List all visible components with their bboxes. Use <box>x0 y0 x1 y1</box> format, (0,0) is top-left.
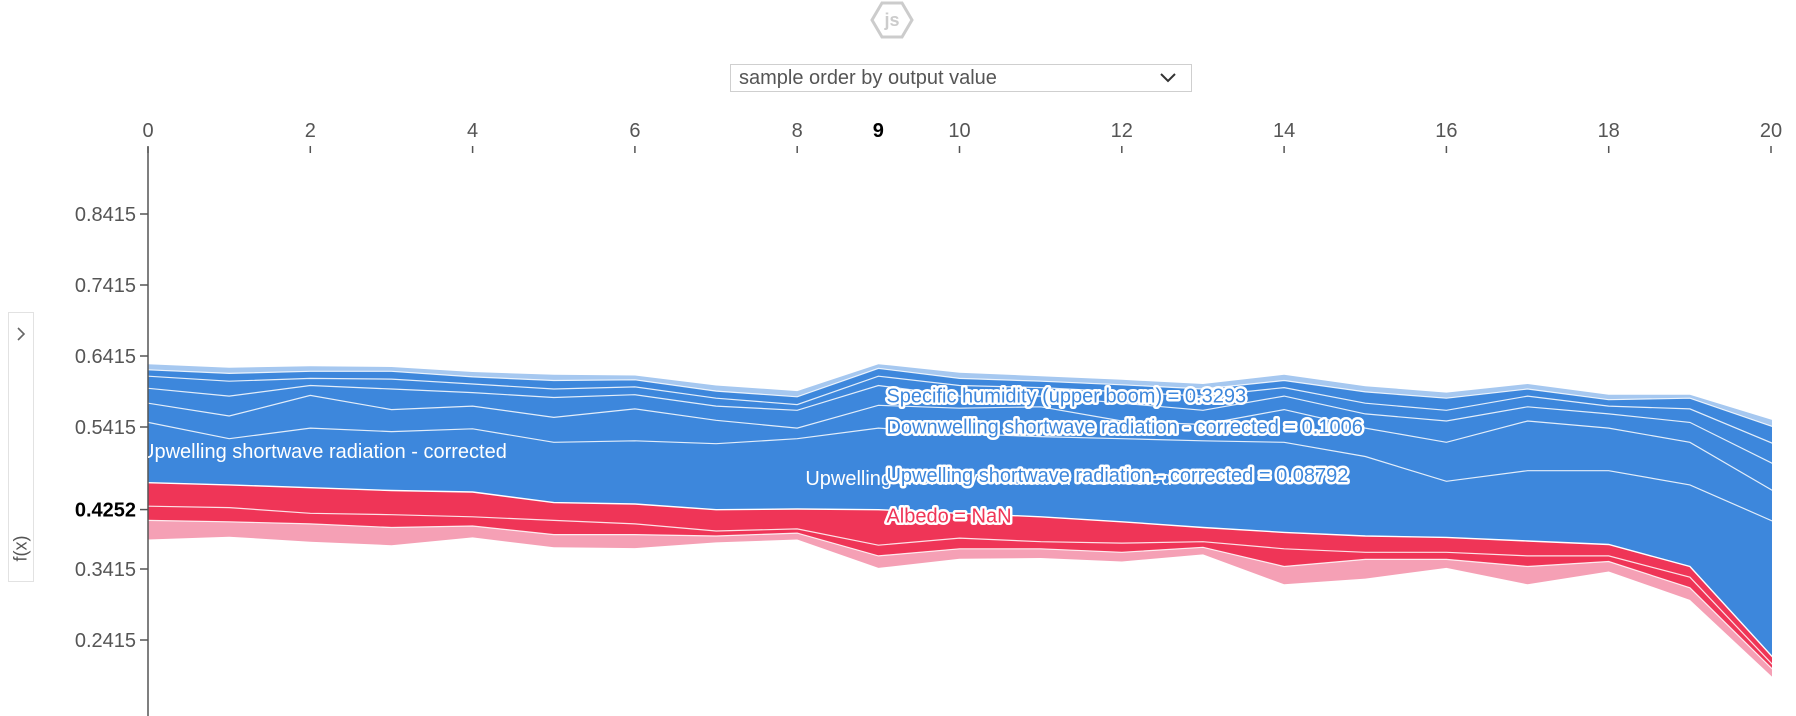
x-tick-label: 4 <box>467 120 478 142</box>
y-tick-label: 0.8415 <box>75 204 136 226</box>
hover-feature-label: Upwelling shortwave radiation - correcte… <box>886 465 1348 487</box>
negative-effect-area <box>148 368 1772 657</box>
axes: 0 2 4 6 8 10 12 14 16 18 20 9 0.8415 0.7415 0.6415 0.54… <box>75 120 1782 716</box>
feature-inline-label: Upwelling shortwave radiation - correcte… <box>140 441 507 463</box>
y-tick-label: 0.2415 <box>75 630 136 652</box>
js-logo-icon: js <box>870 1 914 39</box>
x-highlight-label: 9 <box>873 120 884 142</box>
hover-feature-label: Downwelling shortwave radiation - correc… <box>886 417 1362 439</box>
chevron-right-icon <box>17 327 26 341</box>
positive-feature-line <box>148 505 1772 665</box>
x-tick-label: 2 <box>305 120 316 142</box>
negative-feature-line <box>148 375 1772 444</box>
x-tick-label: 20 <box>1760 120 1782 142</box>
sample-order-select-value: sample order by output value <box>739 67 997 89</box>
js-logo-text: js <box>883 10 899 30</box>
y-axis-toggle[interactable]: f(x) <box>8 312 34 582</box>
chevron-down-icon <box>1160 73 1176 83</box>
y-tick-label: 0.3415 <box>75 559 136 581</box>
y-highlight-label: 0.4252 <box>75 500 136 522</box>
negative-fringe-area <box>148 364 1772 427</box>
feature-inline-label: Upwelling shortwave radiation - correcte… <box>805 468 1172 490</box>
output-boundary-line <box>148 482 1772 658</box>
x-tick-label: 12 <box>1111 120 1133 142</box>
y-tick-label: 0.5415 <box>75 417 136 439</box>
x-tick-label: 0 <box>142 120 153 142</box>
x-tick-label: 14 <box>1273 120 1295 142</box>
sample-order-select[interactable]: sample order by output value <box>730 64 1192 92</box>
x-tick-label: 8 <box>792 120 803 142</box>
negative-feature-line <box>148 384 1772 464</box>
x-tick-label: 18 <box>1598 120 1620 142</box>
stack-separator-lines <box>148 367 1772 670</box>
y-axis-label: f(x) <box>10 535 31 562</box>
positive-feature-line <box>148 519 1772 670</box>
negative-feature-line <box>148 367 1772 428</box>
y-tick-label: 0.7415 <box>75 275 136 297</box>
hover-feature-label: Specific humidity (upper boom) = 0.3293 <box>886 386 1246 408</box>
hover-feature-label: Albedo = NaN <box>886 505 1011 527</box>
y-tick-label: 0.6415 <box>75 346 136 368</box>
negative-feature-line <box>148 394 1772 491</box>
x-tick-label: 16 <box>1435 120 1457 142</box>
labels: Upwelling shortwave radiation - correcte… <box>140 383 1365 530</box>
x-tick-label: 10 <box>948 120 970 142</box>
positive-effect-area <box>148 482 1772 669</box>
negative-feature-line <box>148 421 1772 522</box>
x-tick-label: 6 <box>629 120 640 142</box>
